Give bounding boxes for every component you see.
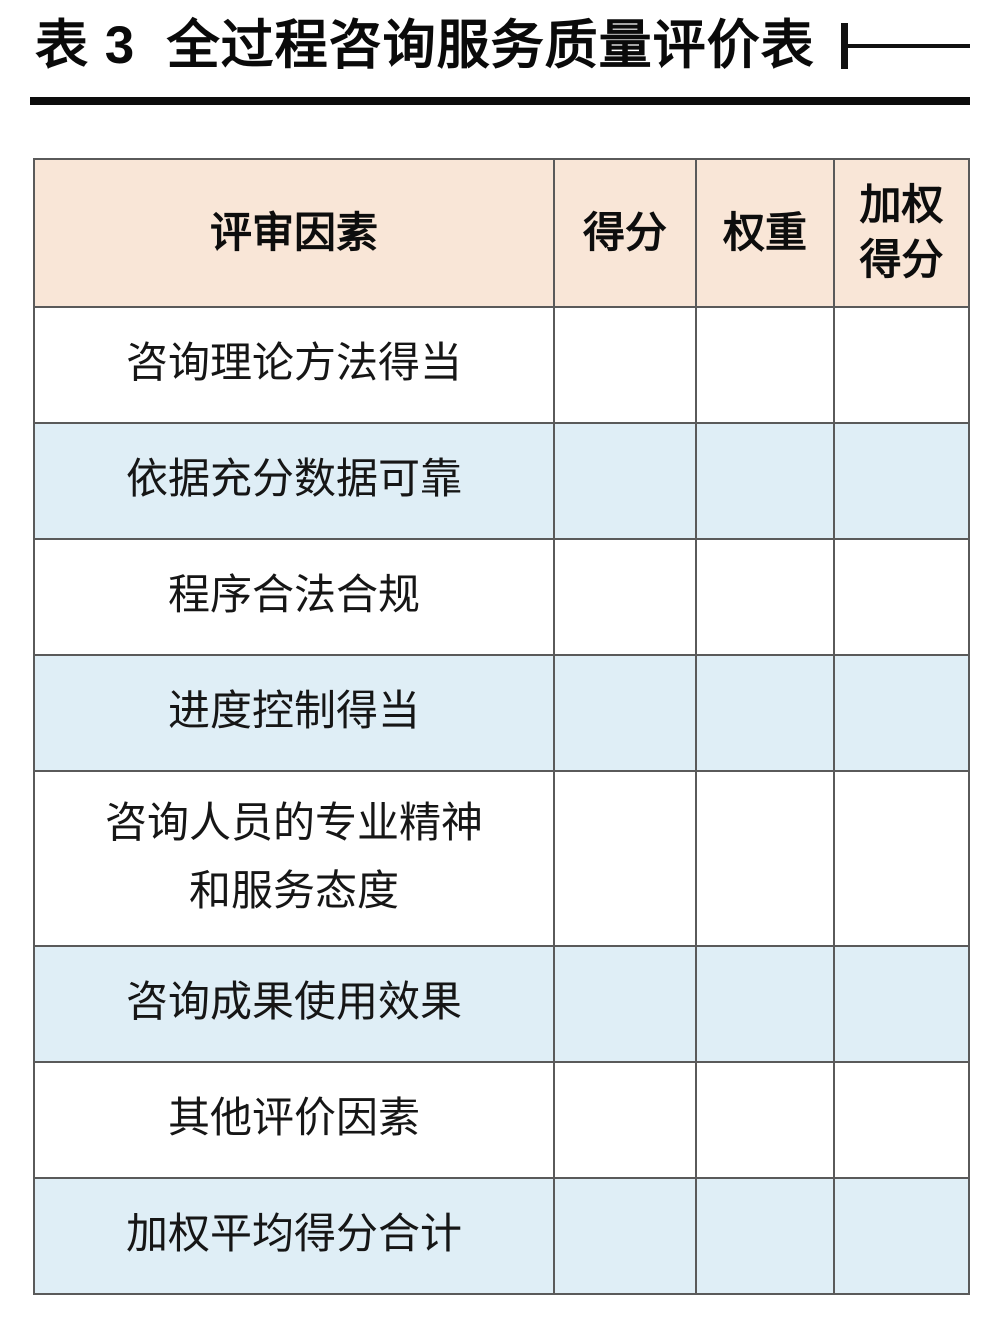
score-cell: [553, 422, 697, 540]
score-cell: [553, 538, 697, 656]
factor-cell: 进度控制得当: [33, 654, 555, 772]
weight-cell: [695, 538, 835, 656]
header-weight: 权重: [695, 158, 835, 308]
header-weighted-score: 加权得分: [833, 158, 970, 308]
weighted-score-cell: [833, 1061, 970, 1179]
factor-cell: 程序合法合规: [33, 538, 555, 656]
table-row: 其他评价因素: [33, 1061, 970, 1179]
table-row: 咨询人员的专业精神和服务态度: [33, 770, 970, 947]
score-cell: [553, 770, 697, 947]
weighted-score-cell: [833, 1177, 970, 1295]
evaluation-table: 评审因素 得分 权重 加权得分 咨询理论方法得当 依据充分数据可靠: [33, 158, 970, 1295]
factor-cell: 咨询成果使用效果: [33, 945, 555, 1063]
table-row: 咨询成果使用效果: [33, 945, 970, 1063]
table-header-row: 评审因素 得分 权重 加权得分: [33, 158, 970, 308]
weighted-score-cell: [833, 770, 970, 947]
weight-cell: [695, 306, 835, 424]
weight-cell: [695, 945, 835, 1063]
table-row: 进度控制得当: [33, 654, 970, 772]
score-cell: [553, 306, 697, 424]
factor-cell: 加权平均得分合计: [33, 1177, 555, 1295]
page-title: 表 3 全过程咨询服务质量评价表: [35, 16, 815, 75]
table-row: 依据充分数据可靠: [33, 422, 970, 540]
weighted-score-cell: [833, 306, 970, 424]
weight-cell: [695, 770, 835, 947]
header-factor: 评审因素: [33, 158, 555, 308]
title-rule-decoration: [840, 23, 970, 69]
weighted-score-cell: [833, 945, 970, 1063]
score-cell: [553, 1061, 697, 1179]
weight-cell: [695, 654, 835, 772]
weighted-score-cell: [833, 654, 970, 772]
title-row: 表 3 全过程咨询服务质量评价表: [35, 16, 970, 76]
weighted-score-cell: [833, 538, 970, 656]
weight-cell: [695, 1061, 835, 1179]
table-row: 咨询理论方法得当: [33, 306, 970, 424]
table-row: 加权平均得分合计: [33, 1177, 970, 1295]
weighted-score-cell: [833, 422, 970, 540]
score-cell: [553, 1177, 697, 1295]
header-score: 得分: [553, 158, 697, 308]
factor-cell-text: 咨询人员的专业精神和服务态度: [104, 801, 483, 915]
header-weighted-score-label: 加权得分: [859, 181, 944, 283]
title-divider-bar: [30, 97, 970, 105]
factor-cell: 依据充分数据可靠: [33, 422, 555, 540]
weight-cell: [695, 1177, 835, 1295]
factor-cell: 咨询人员的专业精神和服务态度: [33, 770, 555, 947]
factor-cell: 其他评价因素: [33, 1061, 555, 1179]
factor-cell: 咨询理论方法得当: [33, 306, 555, 424]
title-rule-tick-icon: [840, 23, 848, 69]
score-cell: [553, 654, 697, 772]
weight-cell: [695, 422, 835, 540]
title-rule-line: [847, 44, 970, 48]
score-cell: [553, 945, 697, 1063]
table-row: 程序合法合规: [33, 538, 970, 656]
